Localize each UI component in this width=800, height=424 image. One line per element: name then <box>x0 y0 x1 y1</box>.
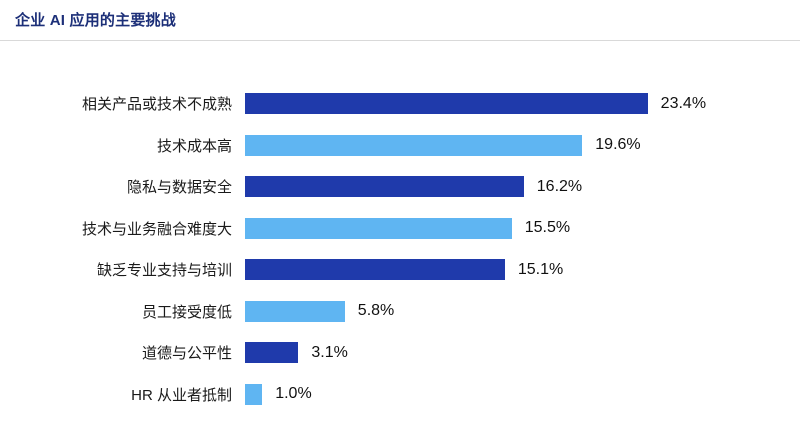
bar <box>245 93 648 115</box>
category-label: HR 从业者抵制 <box>131 386 232 404</box>
bar-row: 技术成本高 19.6% <box>0 125 800 167</box>
bar <box>245 259 505 281</box>
value-label: 3.1% <box>311 343 348 361</box>
value-label: 15.5% <box>524 219 571 237</box>
category-label: 道德与公平性 <box>141 345 232 363</box>
category-label: 缺乏专业支持与培训 <box>96 262 232 280</box>
bar-row: HR 从业者抵制 1.0% <box>0 374 800 416</box>
bar-row: 缺乏专业支持与培训 15.1% <box>0 249 800 291</box>
bar-chart: 相关产品或技术不成熟 23.4% 技术成本高 19.6% 隐私与数据安全 16.2% 技术与… <box>0 41 800 424</box>
bar <box>245 300 345 322</box>
bar-row: 其他0.3% <box>0 415 800 424</box>
bar-row: 隐私与数据安全 16.2% <box>0 166 800 208</box>
bar <box>245 217 512 239</box>
chart-title: 企业 AI 应用的主要挑战 <box>15 12 176 29</box>
category-label: 员工接受度低 <box>141 303 232 321</box>
bar-row: 员工接受度低 5.8% <box>0 291 800 333</box>
bar-row: 相关产品或技术不成熟 23.4% <box>0 83 800 125</box>
bar-row: 技术与业务融合难度大 15.5% <box>0 208 800 250</box>
category-label: 技术成本高 <box>156 137 232 155</box>
value-label: 19.6% <box>595 136 641 154</box>
title-divider <box>0 40 800 41</box>
bar <box>245 342 299 364</box>
value-label: 15.1% <box>517 260 564 278</box>
category-label: 相关产品或技术不成熟 <box>81 96 232 114</box>
category-label: 隐私与数据安全 <box>126 179 232 197</box>
category-label: 技术与业务融合难度大 <box>81 220 232 238</box>
bar <box>245 134 583 156</box>
bar <box>245 176 524 198</box>
value-label: 5.8% <box>357 302 395 320</box>
bar <box>245 383 263 405</box>
value-label: 1.0% <box>275 385 312 403</box>
bar-row: 道德与公平性 3.1% <box>0 332 800 374</box>
value-label: 23.4% <box>660 94 707 112</box>
value-label: 16.2% <box>536 177 583 195</box>
